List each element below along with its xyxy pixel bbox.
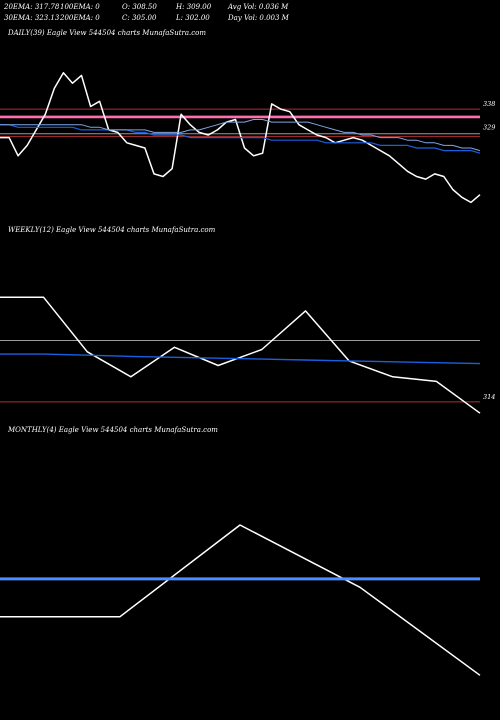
ema20-readout: 20EMA: 317.78 <box>4 3 60 11</box>
avg-vol-readout: Avg Vol: 0.036 M <box>228 3 289 11</box>
weekly-ema-line-1 <box>0 353 481 365</box>
ema200-readout: 200EMA: 0 <box>60 14 100 22</box>
open-readout: O: 308.50 <box>122 3 157 11</box>
day-vol-readout: Day Vol: 0.003 M <box>228 14 289 22</box>
weekly-level-label-0: 314 <box>483 393 495 401</box>
daily-ema-line-1 <box>0 124 481 154</box>
daily-price-line <box>0 72 481 204</box>
ema30-readout: 30EMA: 323.13 <box>4 14 60 22</box>
daily-panel-label: DAILY(39) Eagle View 544504 charts Munaf… <box>8 29 207 37</box>
daily-level-label-0: 338 <box>483 100 495 108</box>
daily-ema-line-2 <box>0 119 481 152</box>
ema100-readout: 100EMA: 0 <box>60 3 100 11</box>
monthly-price-line <box>0 524 481 676</box>
low-readout: L: 302.00 <box>176 14 210 22</box>
weekly-panel-label: WEEKLY(12) Eagle View 544504 charts Muna… <box>8 226 216 234</box>
high-readout: H: 309.00 <box>176 3 212 11</box>
monthly-panel-label: MONTHLY(4) Eagle View 544504 charts Muna… <box>8 426 218 434</box>
daily-level-label-1: 329 <box>483 123 495 131</box>
weekly-price-line <box>0 296 481 414</box>
close-readout: C: 305.00 <box>122 14 157 22</box>
